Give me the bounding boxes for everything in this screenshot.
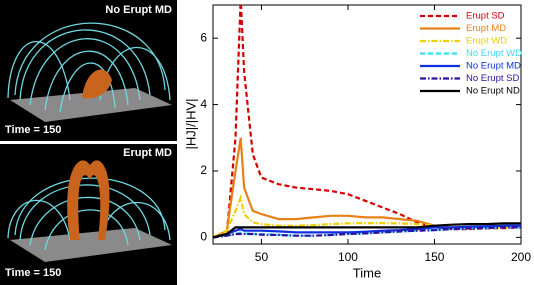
legend-label: No Erupt SD — [466, 73, 519, 84]
plot-frame — [212, 4, 522, 245]
panel-top: No Erupt MD Time = 150 — [0, 0, 177, 141]
x-axis-label: Time — [353, 265, 381, 280]
legend-label: Erupt WD — [466, 36, 507, 47]
panel-label: No Erupt MD — [105, 4, 172, 16]
series-line — [213, 224, 521, 239]
series-line — [213, 226, 521, 239]
legend-label: Erupt SD — [466, 11, 505, 22]
panel-time: Time = 150 — [5, 267, 61, 279]
panel-time: Time = 150 — [5, 124, 61, 136]
panel-label: Erupt MD — [123, 147, 172, 159]
y-tick-label: 0 — [200, 230, 207, 244]
plot-area — [213, 5, 521, 239]
x-tick-label: 150 — [424, 250, 444, 264]
series-line — [213, 137, 521, 239]
y-tick-label: 6 — [200, 30, 207, 44]
x-tick-label: 50 — [255, 250, 269, 264]
y-tick-label: 2 — [200, 163, 207, 177]
legend-label: No Erupt ND — [466, 86, 520, 97]
series-line — [213, 222, 521, 239]
y-tick-label: 4 — [200, 97, 207, 111]
legend-label: Erupt MD — [466, 23, 506, 34]
legend-label: No Erupt WD — [466, 48, 522, 59]
x-tick-label: 200 — [511, 250, 531, 264]
x-tick-label: 100 — [338, 250, 358, 264]
legend-label: No Erupt MD — [466, 61, 521, 72]
y-axis-label: |HJ|/|HV| — [183, 98, 198, 149]
panel-bottom: Erupt MD Time = 150 — [0, 144, 177, 285]
series-line — [213, 226, 521, 239]
